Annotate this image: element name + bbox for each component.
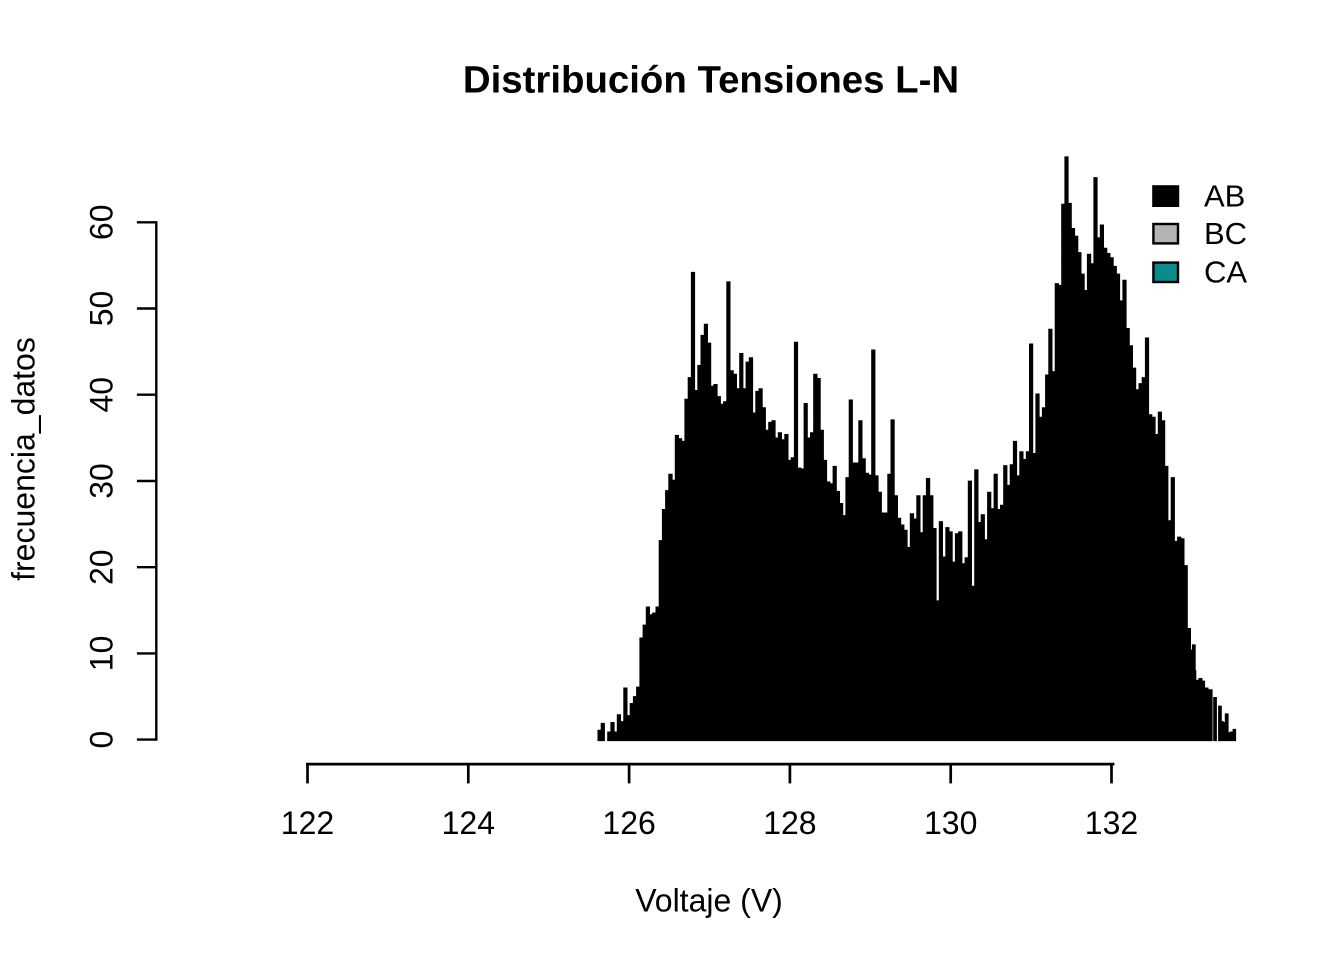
svg-text:Voltaje (V): Voltaje (V) [635, 883, 783, 919]
svg-text:60: 60 [84, 205, 120, 241]
svg-text:Distribución Tensiones L-N: Distribución Tensiones L-N [463, 59, 959, 102]
svg-text:10: 10 [84, 636, 120, 672]
svg-text:124: 124 [442, 805, 495, 841]
svg-text:frecuencia_datos: frecuencia_datos [6, 337, 42, 581]
svg-text:40: 40 [84, 377, 120, 413]
svg-text:20: 20 [84, 549, 120, 585]
svg-text:CA: CA [1204, 254, 1247, 289]
svg-text:132: 132 [1085, 805, 1138, 841]
svg-text:30: 30 [84, 463, 120, 499]
svg-text:50: 50 [84, 291, 120, 327]
svg-text:122: 122 [281, 805, 334, 841]
svg-text:126: 126 [602, 805, 655, 841]
svg-text:130: 130 [924, 805, 977, 841]
svg-text:BC: BC [1204, 216, 1247, 251]
svg-text:0: 0 [84, 731, 120, 749]
svg-text:AB: AB [1204, 179, 1245, 214]
svg-text:128: 128 [763, 805, 816, 841]
